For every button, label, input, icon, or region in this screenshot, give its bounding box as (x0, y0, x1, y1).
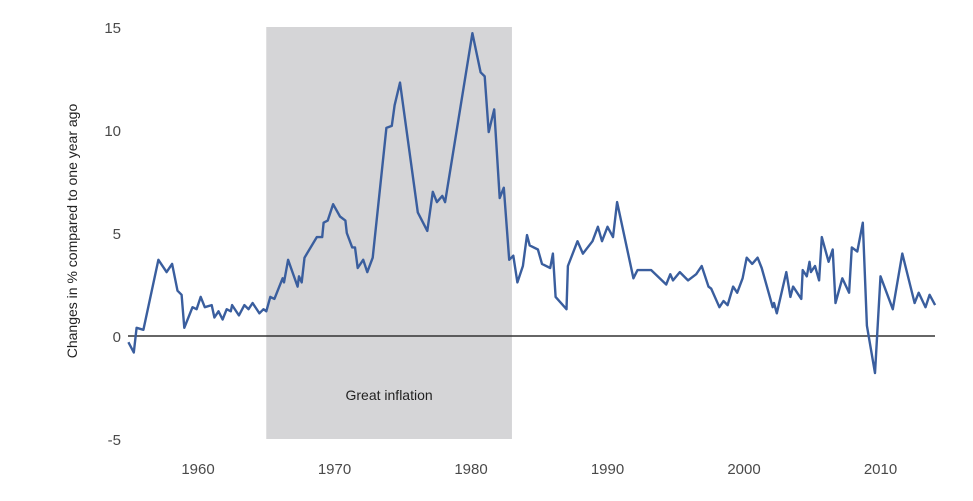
x-tick-label: 1970 (318, 461, 351, 478)
y-tick-label: 5 (113, 226, 121, 243)
y-axis-ticks: 15 10 5 0 -5 (104, 20, 121, 449)
x-tick-label: 2000 (727, 461, 760, 478)
x-axis-ticks: 1960 1970 1980 1990 2000 2010 (181, 461, 897, 478)
y-axis-label: Changes in % compared to one year ago (64, 104, 80, 359)
y-tick-label: 0 (113, 329, 121, 346)
x-tick-label: 2010 (864, 461, 897, 478)
x-tick-label: 1990 (591, 461, 624, 478)
x-tick-label: 1980 (454, 461, 487, 478)
x-tick-label: 1960 (181, 461, 214, 478)
great-inflation-shaded-region (266, 27, 512, 439)
inflation-series-line (127, 32, 937, 375)
y-tick-label: -5 (108, 432, 121, 449)
y-tick-label: 15 (104, 20, 121, 37)
y-tick-label: 10 (104, 123, 121, 140)
great-inflation-label: Great inflation (346, 387, 433, 403)
